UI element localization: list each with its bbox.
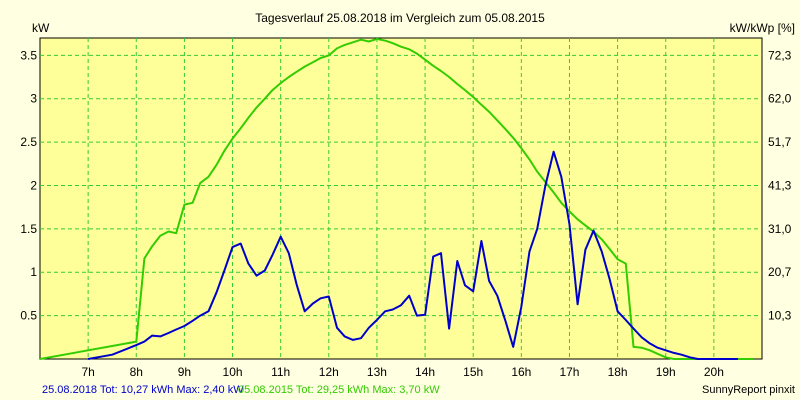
legend-series-1: 25.08.2018 Tot: 10,27 kWh Max: 2,40 kW xyxy=(42,384,244,396)
x-tick-label: 11h xyxy=(271,365,290,379)
x-tick-label: 19h xyxy=(656,365,676,379)
x-tick-label: 10h xyxy=(223,365,243,379)
x-tick-label: 7h xyxy=(81,365,94,379)
y-tick-label: 2.5 xyxy=(20,135,37,149)
y-tick-label: 2 xyxy=(30,178,37,192)
y2-axis-ticks: 10,3 20,7 31,0 41,3 51,7 62,0 72,3 xyxy=(768,48,792,322)
y-tick-label: 3 xyxy=(30,92,37,106)
series-layer xyxy=(39,37,754,360)
x-tick-label: 20h xyxy=(704,365,724,379)
x-tick-label: 9h xyxy=(178,365,191,379)
y2-axis-label: kW/kWp [%] xyxy=(730,21,795,35)
x-tick-label: 15h xyxy=(463,365,483,379)
chart-title: Tagesverlauf 25.08.2018 im Vergleich zum… xyxy=(255,11,545,25)
legend-series-2: 05.08.2015 Tot: 29,25 kWh Max: 3,70 kW xyxy=(238,384,440,396)
x-axis-ticks: 7h 8h 9h 10h 11h 12h 13h 14h 15h 16h 17h 18h 19h 20h xyxy=(81,365,723,379)
x-tick-label: 13h xyxy=(367,365,387,379)
y2-tick-label: 41,3 xyxy=(768,178,792,192)
y-tick-label: 1.5 xyxy=(20,222,37,236)
y-tick-label: 3.5 xyxy=(20,48,37,62)
y2-tick-label: 72,3 xyxy=(768,48,792,62)
y-axis-ticks: 0.5 1 1.5 2 2.5 3 3.5 xyxy=(20,48,37,322)
y2-tick-label: 31,0 xyxy=(768,222,792,236)
y2-tick-label: 20,7 xyxy=(768,265,792,279)
y-tick-label: 1 xyxy=(30,265,37,279)
series-line-2015 xyxy=(39,37,754,360)
credit-text: SunnyReport pinxit xyxy=(702,384,795,396)
y-axis-label: kW xyxy=(32,21,50,35)
series-line-2018 xyxy=(87,150,738,360)
x-tick-label: 14h xyxy=(415,365,435,379)
y2-tick-label: 51,7 xyxy=(768,135,792,149)
y2-tick-label: 62,0 xyxy=(768,92,792,106)
x-tick-label: 16h xyxy=(511,365,531,379)
x-tick-label: 18h xyxy=(608,365,628,379)
x-tick-label: 12h xyxy=(319,365,339,379)
y2-tick-label: 10,3 xyxy=(768,309,792,323)
y-tick-label: 0.5 xyxy=(20,309,37,323)
x-tick-label: 17h xyxy=(559,365,579,379)
x-tick-label: 8h xyxy=(130,365,143,379)
plot-area xyxy=(39,37,763,360)
